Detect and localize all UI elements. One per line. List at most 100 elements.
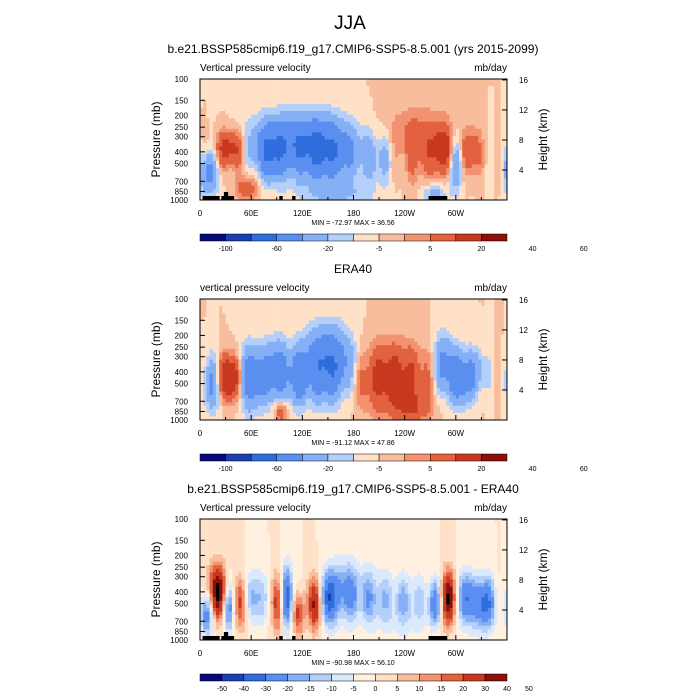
heatmap-cell [315,111,319,115]
heatmap-cell [311,175,316,180]
heatmap-cell [203,164,207,169]
heatmap-cell [251,146,255,151]
heatmap-cell [203,79,207,83]
heatmap-cell [452,139,457,144]
heatmap-cell [388,338,393,343]
heatmap-cell [462,178,466,183]
heatmap-cell [270,309,274,314]
heatmap-cell [401,125,406,130]
heatmap-cell [215,121,220,126]
heatmap-cell [318,178,322,183]
heatmap-cell [311,185,316,190]
heatmap-cell [462,139,466,144]
heatmap-cell [356,82,361,87]
heatmap-cell [283,352,287,357]
heatmap-cell [411,125,415,130]
heatmap-cell [353,313,358,318]
heatmap-cell [247,306,252,311]
heatmap-cell [359,306,364,311]
heatmap-cell [366,96,370,101]
heatmap-cell [212,132,217,137]
heatmap-cell [491,320,495,325]
heatmap-cell [449,302,454,307]
heatmap-cell [430,107,434,112]
heatmap-cell [372,82,377,87]
heatmap-cell [404,196,409,201]
heatmap-cell [299,345,303,350]
heatmap-cell [286,189,290,194]
heatmap-cell [267,128,271,133]
heatmap-cell [308,196,313,201]
heatmap-cell [350,306,354,311]
heatmap-cell [503,334,508,339]
heatmap-cell [427,150,431,155]
heatmap-cell [318,128,322,133]
heatmap-cell [503,96,508,101]
heatmap-cell [222,352,226,357]
heatmap-cell [484,178,489,183]
heatmap-cell [260,79,265,83]
heatmap-cell [308,345,313,350]
heatmap-cell [404,128,409,133]
heatmap-cell [311,331,316,335]
heatmap-cell [382,323,386,328]
heatmap-cell [398,125,402,130]
heatmap-cell [228,171,233,176]
heatmap-cell [407,316,412,321]
heatmap-cell [334,192,338,197]
heatmap-cell [382,93,386,98]
heatmap-cell [491,93,495,98]
heatmap-cell [452,160,457,165]
heatmap-cell [315,178,319,183]
heatmap-cell [436,313,441,318]
heatmap-cell [481,132,486,137]
heatmap-cell [231,320,236,325]
heatmap-cell [334,341,338,346]
heatmap-cell [372,341,377,346]
heatmap-cell [321,164,326,169]
heatmap-cell [347,150,351,155]
heatmap-cell [363,327,367,332]
heatmap-cell [363,160,367,165]
heatmap-cell [427,185,431,190]
heatmap-cell [283,125,287,130]
heatmap-cell [225,167,230,172]
heatmap-cell [244,89,249,94]
heatmap-cell [385,352,390,357]
heatmap-cell [459,334,463,339]
heatmap-cell [200,192,204,197]
heatmap-cell [475,111,479,115]
heatmap-cell [500,121,505,126]
heatmap-cell [436,125,441,130]
heatmap-cell [305,118,310,123]
heatmap-cell [395,89,399,94]
heatmap-cell [468,100,473,105]
heatmap-cell [318,135,322,140]
heatmap-cell [340,320,345,325]
heatmap-cell [503,103,508,108]
heatmap-cell [343,196,348,201]
heatmap-cell [244,306,249,311]
heatmap-cell [455,132,460,137]
heatmap-cell [222,299,226,303]
heatmap-cell [315,132,319,137]
heatmap-cell [299,355,303,360]
heatmap-cell [363,93,367,98]
heatmap-cell [292,189,297,194]
heatmap-cell [407,86,412,91]
heatmap-cell [263,93,268,98]
heatmap-cell [420,313,425,318]
heatmap-cell [321,139,326,144]
heatmap-cell [494,132,498,137]
heatmap-cell [276,341,281,346]
heatmap-cell [273,189,278,194]
heatmap-cell [289,135,294,140]
heatmap-cell [404,327,409,332]
heatmap-cell [369,82,374,87]
heatmap-cell [468,196,473,201]
heatmap-cell [388,146,393,151]
heatmap-cell [337,355,342,360]
heatmap-cell [279,157,284,162]
heatmap-cell [433,107,438,112]
heatmap-cell [340,175,345,180]
